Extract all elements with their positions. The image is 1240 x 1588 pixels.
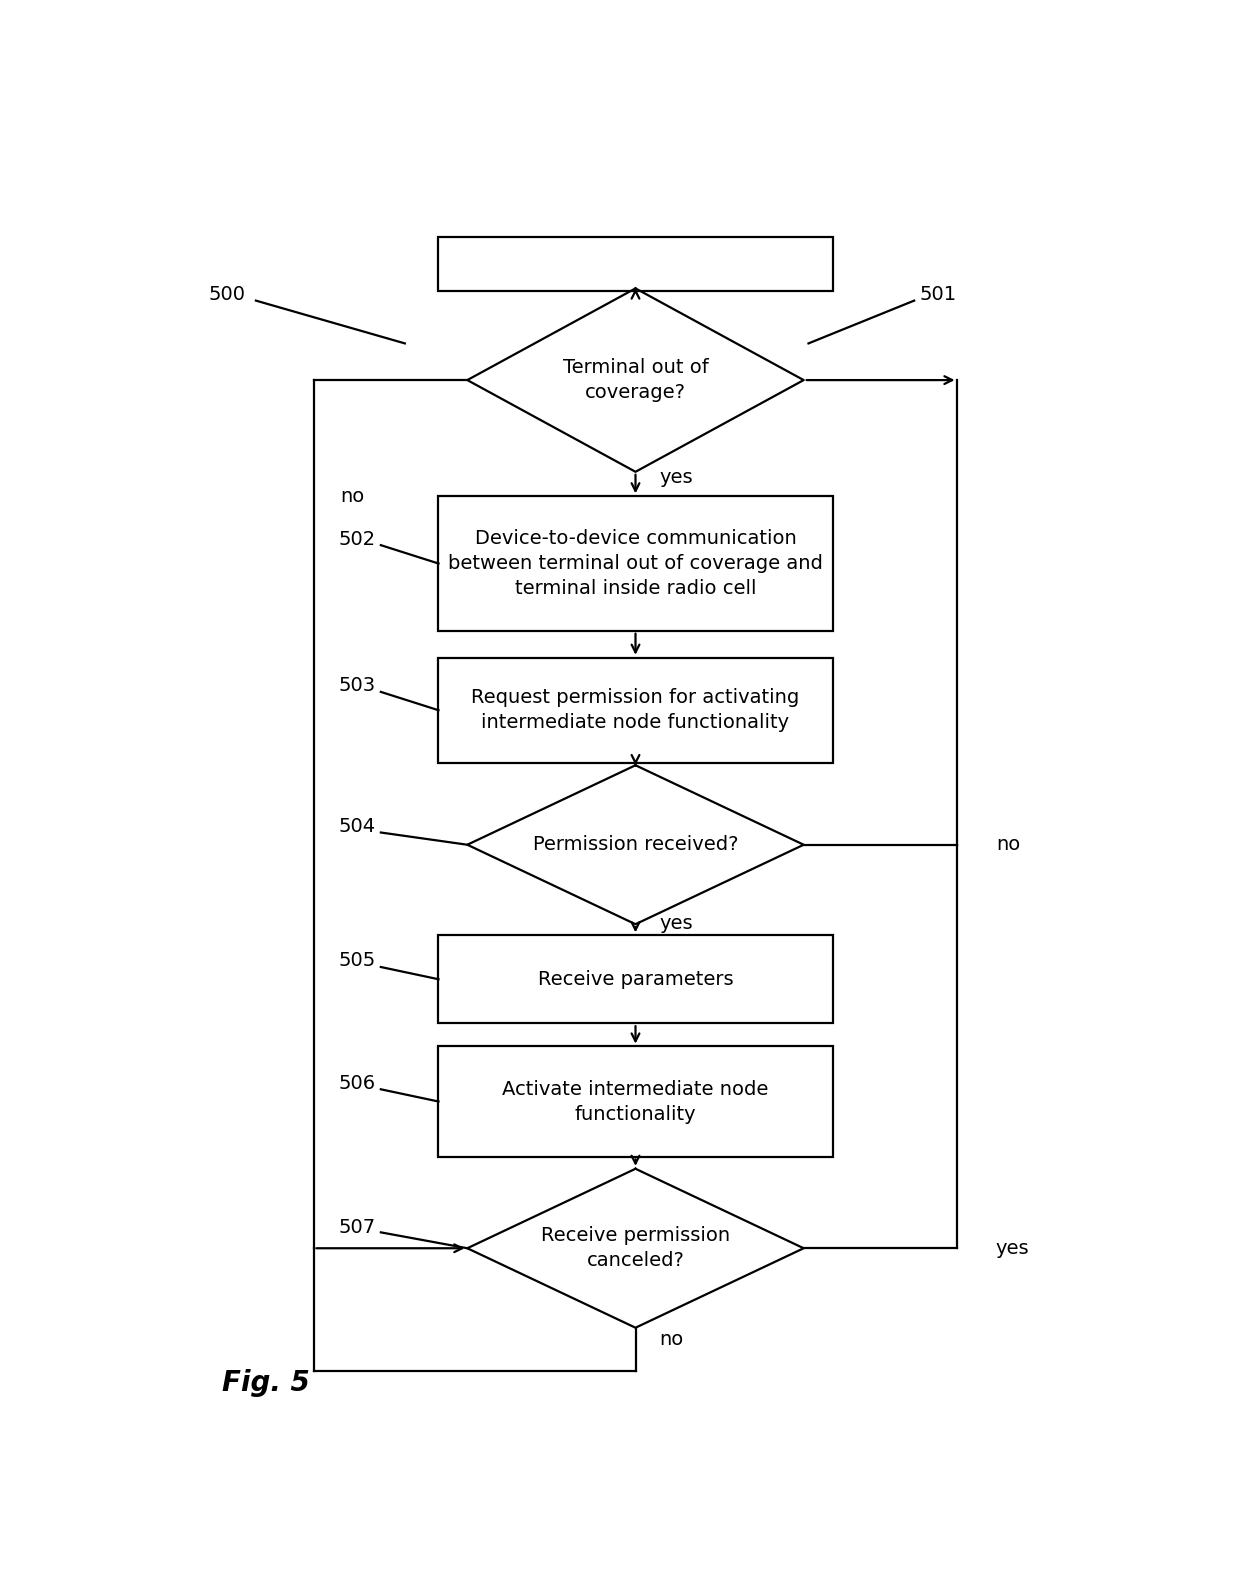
FancyBboxPatch shape — [439, 497, 832, 630]
Text: Fig. 5: Fig. 5 — [222, 1369, 310, 1397]
Text: no: no — [996, 835, 1021, 854]
Text: yes: yes — [996, 1239, 1029, 1258]
Text: yes: yes — [660, 468, 693, 488]
FancyBboxPatch shape — [439, 657, 832, 762]
Text: Device-to-device communication
between terminal out of coverage and
terminal ins: Device-to-device communication between t… — [448, 529, 823, 599]
Text: 503: 503 — [339, 676, 376, 696]
Text: no: no — [340, 488, 365, 505]
Text: 500: 500 — [208, 284, 246, 303]
Text: 502: 502 — [339, 529, 376, 548]
Text: no: no — [660, 1331, 683, 1350]
Text: yes: yes — [660, 915, 693, 934]
Text: 507: 507 — [339, 1218, 376, 1237]
Text: Permission received?: Permission received? — [533, 835, 738, 854]
Text: Receive parameters: Receive parameters — [538, 970, 733, 989]
FancyBboxPatch shape — [439, 1046, 832, 1156]
Text: Terminal out of
coverage?: Terminal out of coverage? — [563, 357, 708, 402]
FancyBboxPatch shape — [439, 237, 832, 291]
FancyBboxPatch shape — [439, 935, 832, 1023]
Text: 501: 501 — [920, 284, 957, 303]
Text: 504: 504 — [339, 816, 376, 835]
Text: Receive permission
canceled?: Receive permission canceled? — [541, 1226, 730, 1270]
Text: 505: 505 — [339, 951, 376, 970]
Text: Request permission for activating
intermediate node functionality: Request permission for activating interm… — [471, 688, 800, 732]
Text: Activate intermediate node
functionality: Activate intermediate node functionality — [502, 1080, 769, 1124]
Text: 506: 506 — [339, 1073, 376, 1093]
